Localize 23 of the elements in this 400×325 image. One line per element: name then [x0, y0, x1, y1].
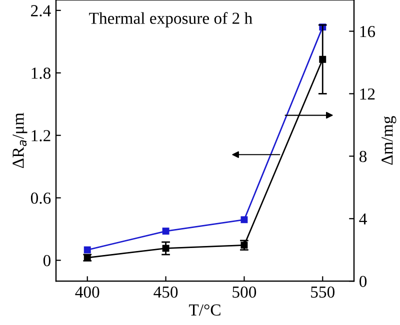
- y2-tick-label: 0: [359, 276, 367, 288]
- x-tick-label: 450: [154, 286, 178, 298]
- point: [162, 228, 170, 235]
- y-tick-label: 1.8: [32, 68, 51, 79]
- y-tick-label: 0: [43, 255, 51, 266]
- y-tick-label: 1.2: [32, 130, 50, 142]
- y2-tick-label: 12: [360, 88, 375, 100]
- y-tick-label: 2.4: [31, 5, 51, 16]
- x-tick-label: 400: [75, 286, 100, 298]
- y2-axis-title: Δm/mg: [382, 116, 396, 165]
- point: [162, 244, 170, 252]
- y2-tick-label: 8: [359, 150, 367, 162]
- annotation: Thermal exposure of 2 h: [89, 12, 252, 28]
- x-tick-label: 500: [232, 286, 256, 298]
- y-axis-title: ΔR$_{a}$/μm: [12, 112, 28, 168]
- y2-tick-label: 16: [360, 26, 376, 38]
- point: [319, 56, 326, 63]
- y2-tick-label: 4: [359, 213, 367, 224]
- x-tick-label: 550: [311, 286, 334, 298]
- point: [84, 246, 91, 254]
- y-tick-label: 0.6: [30, 192, 51, 204]
- point: [240, 216, 248, 224]
- x-axis-title: T/°C: [189, 304, 220, 316]
